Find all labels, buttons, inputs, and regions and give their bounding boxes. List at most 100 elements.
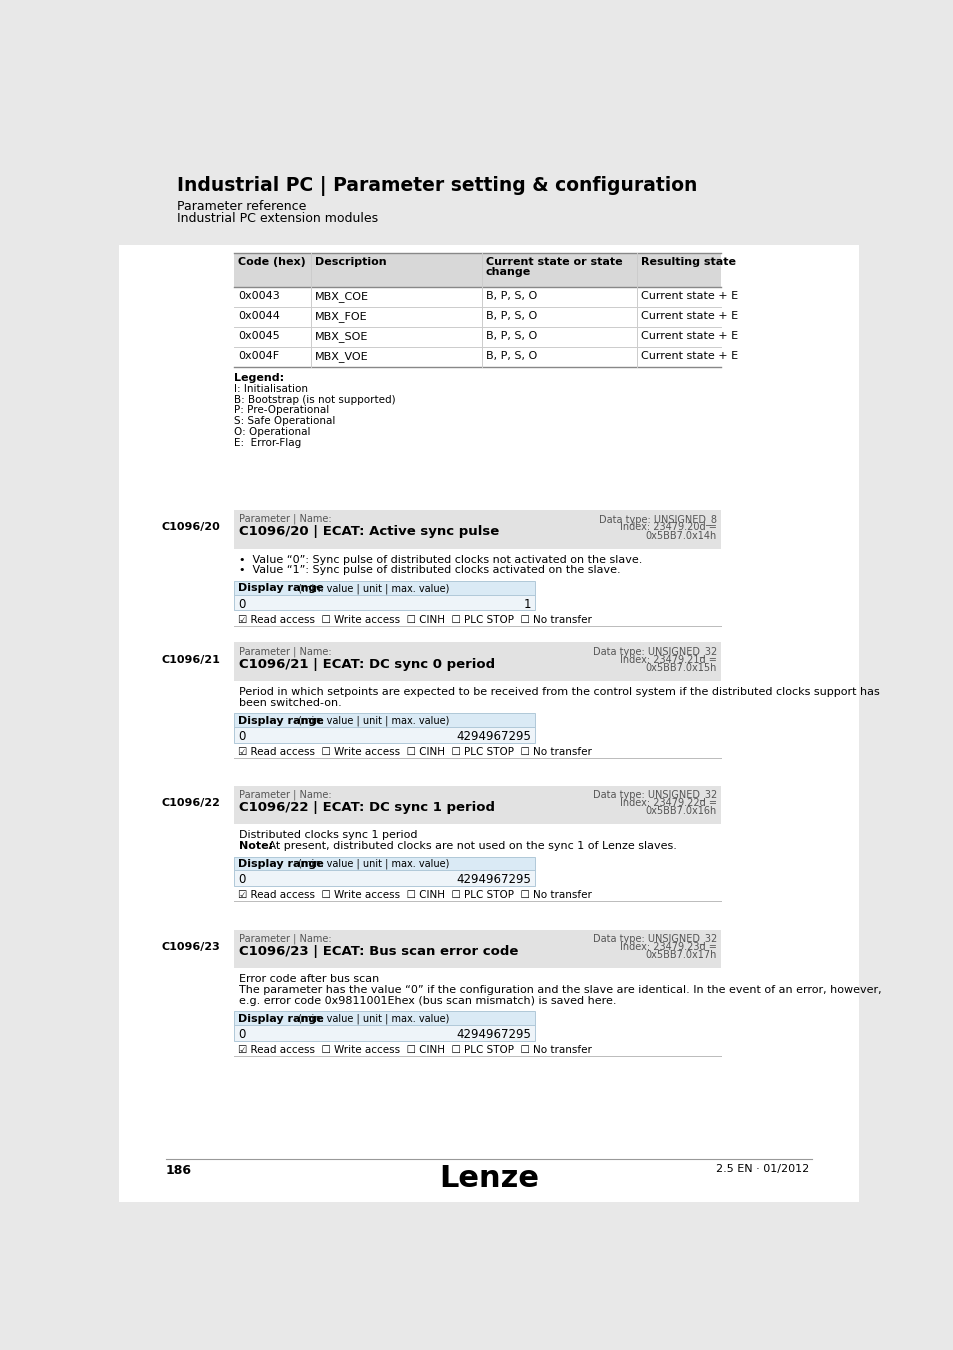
Text: I: Initialisation: I: Initialisation xyxy=(233,383,308,394)
Bar xyxy=(233,728,535,743)
Text: Period in which setpoints are expected to be received from the control system if: Period in which setpoints are expected t… xyxy=(238,687,879,697)
Text: C1096/21 | ECAT: DC sync 0 period: C1096/21 | ECAT: DC sync 0 period xyxy=(238,657,495,671)
Text: B: Bootstrap (is not supported): B: Bootstrap (is not supported) xyxy=(233,394,395,405)
Text: Display range: Display range xyxy=(237,716,323,726)
Text: Display range: Display range xyxy=(237,583,323,593)
Text: 2.5 EN · 01/2012: 2.5 EN · 01/2012 xyxy=(715,1164,808,1173)
Text: S: Safe Operational: S: Safe Operational xyxy=(233,416,335,427)
Bar xyxy=(233,1011,535,1025)
Bar xyxy=(233,786,720,825)
Text: 0x0045: 0x0045 xyxy=(237,331,279,342)
Text: 0: 0 xyxy=(237,1029,245,1041)
Text: MBX_COE: MBX_COE xyxy=(315,292,369,302)
Bar xyxy=(233,856,535,886)
Text: Industrial PC | Parameter setting & configuration: Industrial PC | Parameter setting & conf… xyxy=(177,176,697,196)
Text: B, P, S, O: B, P, S, O xyxy=(485,351,537,362)
Text: Distributed clocks sync 1 period: Distributed clocks sync 1 period xyxy=(238,830,416,840)
Text: MBX_SOE: MBX_SOE xyxy=(315,331,368,343)
Text: 4294967295: 4294967295 xyxy=(456,730,531,744)
Text: (min. value | unit | max. value): (min. value | unit | max. value) xyxy=(294,583,449,594)
Bar xyxy=(233,643,720,680)
Text: P: Pre-Operational: P: Pre-Operational xyxy=(233,405,329,416)
Text: •  Value “1”: Sync pulse of distributed clocks activated on the slave.: • Value “1”: Sync pulse of distributed c… xyxy=(238,566,619,575)
Text: (min. value | unit | max. value): (min. value | unit | max. value) xyxy=(294,716,449,726)
Text: Index: 23479.21d =: Index: 23479.21d = xyxy=(619,655,716,664)
Text: Description: Description xyxy=(315,256,387,267)
Text: 0x0044: 0x0044 xyxy=(237,312,279,321)
Text: Parameter | Name:: Parameter | Name: xyxy=(238,790,331,801)
Text: Parameter | Name:: Parameter | Name: xyxy=(238,514,331,524)
Text: Current state or state: Current state or state xyxy=(485,256,621,267)
Text: 0x004F: 0x004F xyxy=(237,351,278,362)
Text: 0: 0 xyxy=(237,873,245,887)
Text: •  Value “0”: Sync pulse of distributed clocks not activated on the slave.: • Value “0”: Sync pulse of distributed c… xyxy=(238,555,641,564)
Text: B, P, S, O: B, P, S, O xyxy=(485,292,537,301)
Text: been switched-on.: been switched-on. xyxy=(238,698,341,707)
Text: 186: 186 xyxy=(166,1164,192,1177)
Text: Current state + E: Current state + E xyxy=(640,312,738,321)
Text: Current state + E: Current state + E xyxy=(640,351,738,362)
Bar xyxy=(233,713,535,743)
Text: 0x5BB7.0x15h: 0x5BB7.0x15h xyxy=(645,663,716,674)
Text: ☑ Read access  ☐ Write access  ☐ CINH  ☐ PLC STOP  ☐ No transfer: ☑ Read access ☐ Write access ☐ CINH ☐ PL… xyxy=(237,614,591,625)
Bar xyxy=(233,856,535,871)
Text: E:  Error-Flag: E: Error-Flag xyxy=(233,437,301,448)
Text: 0x5BB7.0x14h: 0x5BB7.0x14h xyxy=(645,531,716,541)
Bar xyxy=(233,1011,535,1041)
Text: 1: 1 xyxy=(523,598,531,610)
Text: 0: 0 xyxy=(237,730,245,744)
Text: Current state + E: Current state + E xyxy=(640,292,738,301)
Text: The parameter has the value “0” if the configuration and the slave are identical: The parameter has the value “0” if the c… xyxy=(238,986,881,995)
Text: MBX_FOE: MBX_FOE xyxy=(315,312,368,323)
Text: Display range: Display range xyxy=(237,1014,323,1023)
Text: B, P, S, O: B, P, S, O xyxy=(485,331,537,342)
Text: (min. value | unit | max. value): (min. value | unit | max. value) xyxy=(294,859,449,869)
Text: C1096/22: C1096/22 xyxy=(162,798,220,809)
Text: Legend:: Legend: xyxy=(233,373,284,383)
Text: Resulting state: Resulting state xyxy=(640,256,735,267)
Text: ☑ Read access  ☐ Write access  ☐ CINH  ☐ PLC STOP  ☐ No transfer: ☑ Read access ☐ Write access ☐ CINH ☐ PL… xyxy=(237,747,591,757)
Text: At present, distributed clocks are not used on the sync 1 of Lenze slaves.: At present, distributed clocks are not u… xyxy=(265,841,676,850)
Bar xyxy=(233,580,535,595)
Text: ☑ Read access  ☐ Write access  ☐ CINH  ☐ PLC STOP  ☐ No transfer: ☑ Read access ☐ Write access ☐ CINH ☐ PL… xyxy=(237,1045,591,1056)
Text: C1096/23: C1096/23 xyxy=(162,942,220,952)
Text: Industrial PC extension modules: Industrial PC extension modules xyxy=(177,212,378,225)
Bar xyxy=(233,871,535,886)
Text: 0x0043: 0x0043 xyxy=(237,292,279,301)
Text: Data type: UNSIGNED_32: Data type: UNSIGNED_32 xyxy=(592,790,716,801)
Text: Code (hex): Code (hex) xyxy=(237,256,305,267)
Bar xyxy=(233,930,720,968)
Text: Note:: Note: xyxy=(238,841,273,850)
Text: Data type: UNSIGNED_32: Data type: UNSIGNED_32 xyxy=(592,647,716,657)
Bar xyxy=(233,1025,535,1041)
Bar xyxy=(119,162,858,246)
Text: Data type: UNSIGNED_32: Data type: UNSIGNED_32 xyxy=(592,934,716,945)
Text: 0x5BB7.0x17h: 0x5BB7.0x17h xyxy=(645,950,716,960)
Text: Parameter | Name:: Parameter | Name: xyxy=(238,647,331,657)
Text: (min. value | unit | max. value): (min. value | unit | max. value) xyxy=(294,1014,449,1025)
Text: C1096/23 | ECAT: Bus scan error code: C1096/23 | ECAT: Bus scan error code xyxy=(238,945,517,958)
Text: Index: 23479.22d =: Index: 23479.22d = xyxy=(619,798,716,809)
Text: Index: 23479.20d =: Index: 23479.20d = xyxy=(619,522,716,532)
Text: C1096/21: C1096/21 xyxy=(162,655,220,664)
Bar xyxy=(233,252,720,286)
Text: change: change xyxy=(485,267,531,277)
Text: Data type: UNSIGNED_8: Data type: UNSIGNED_8 xyxy=(598,514,716,525)
Text: Display range: Display range xyxy=(237,859,323,869)
Text: Parameter reference: Parameter reference xyxy=(177,201,307,213)
Text: 4294967295: 4294967295 xyxy=(456,873,531,887)
Bar xyxy=(233,580,535,610)
Text: e.g. error code 0x9811001Ehex (bus scan mismatch) is saved here.: e.g. error code 0x9811001Ehex (bus scan … xyxy=(238,996,616,1006)
Text: ☑ Read access  ☐ Write access  ☐ CINH  ☐ PLC STOP  ☐ No transfer: ☑ Read access ☐ Write access ☐ CINH ☐ PL… xyxy=(237,891,591,900)
Text: B, P, S, O: B, P, S, O xyxy=(485,312,537,321)
Bar xyxy=(233,595,535,610)
Text: Parameter | Name:: Parameter | Name: xyxy=(238,934,331,944)
Text: Index: 23479.23d =: Index: 23479.23d = xyxy=(619,942,716,952)
Text: O: Operational: O: Operational xyxy=(233,427,310,437)
Text: C1096/20 | ECAT: Active sync pulse: C1096/20 | ECAT: Active sync pulse xyxy=(238,525,498,539)
Text: Lenze: Lenze xyxy=(438,1164,538,1193)
Text: C1096/22 | ECAT: DC sync 1 period: C1096/22 | ECAT: DC sync 1 period xyxy=(238,801,494,814)
Text: Current state + E: Current state + E xyxy=(640,331,738,342)
Text: 0: 0 xyxy=(237,598,245,610)
Bar xyxy=(233,510,720,548)
